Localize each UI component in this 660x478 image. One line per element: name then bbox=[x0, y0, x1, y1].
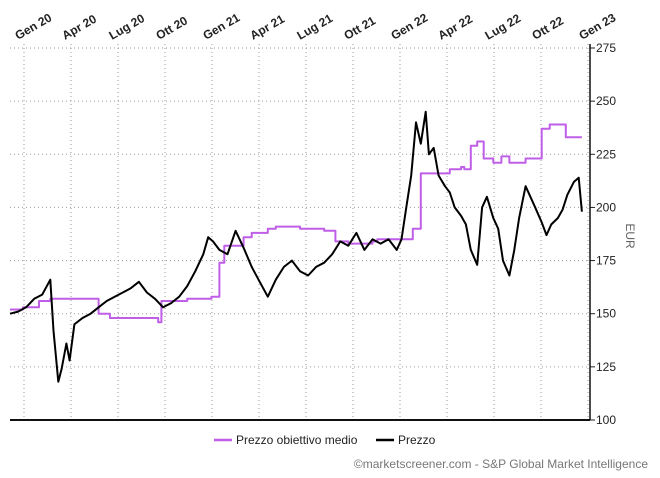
grid bbox=[10, 44, 590, 420]
y-tick-label: 250 bbox=[596, 94, 616, 108]
y-tick-label: 275 bbox=[596, 41, 616, 55]
credit-text: ©marketscreener.com - S&P Global Market … bbox=[354, 457, 648, 471]
y-tick-label: 175 bbox=[596, 254, 616, 268]
x-tick-label: Gen 23 bbox=[577, 10, 619, 42]
x-tick-label: Apr 21 bbox=[248, 12, 288, 43]
y-tick-label: 125 bbox=[596, 360, 616, 374]
x-tick-label: Gen 22 bbox=[389, 10, 431, 42]
series-line-price bbox=[9, 110, 583, 383]
x-tick-label: Ott 20 bbox=[154, 13, 191, 42]
legend-label-target: Prezzo obiettivo medio bbox=[236, 433, 358, 447]
x-tick-label: Gen 21 bbox=[201, 10, 243, 42]
y-axis-label: EUR bbox=[623, 223, 637, 249]
legend: Prezzo obiettivo medio Prezzo bbox=[214, 433, 436, 447]
x-tick-label: Gen 20 bbox=[13, 10, 55, 42]
x-tick-label: Lug 22 bbox=[483, 11, 524, 43]
y-tick-label: 200 bbox=[596, 200, 616, 214]
y-tick-label: 150 bbox=[596, 307, 616, 321]
series-layer bbox=[9, 110, 583, 383]
x-tick-label: Ott 22 bbox=[530, 13, 567, 42]
x-tick-label: Ott 21 bbox=[342, 13, 379, 42]
x-tick-label: Apr 22 bbox=[436, 12, 476, 43]
legend-label-price: Prezzo bbox=[398, 433, 436, 447]
y-tick-label: 100 bbox=[596, 413, 616, 427]
x-tick-label: Apr 20 bbox=[60, 12, 100, 43]
x-tick-label: Lug 20 bbox=[107, 11, 148, 43]
y-tick-label: 225 bbox=[596, 147, 616, 161]
x-tick-label: Lug 21 bbox=[295, 11, 336, 43]
